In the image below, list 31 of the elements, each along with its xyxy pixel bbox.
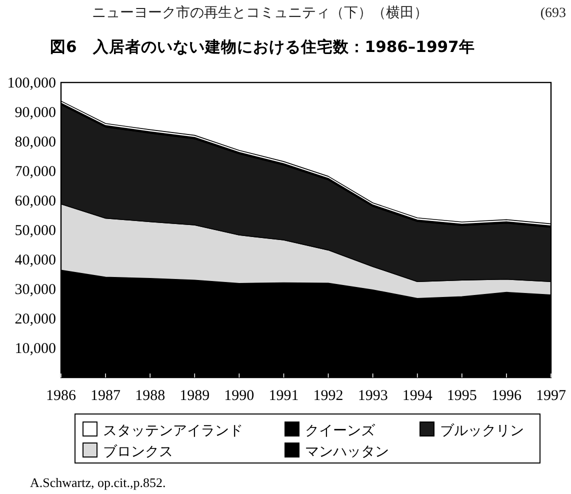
x-tick-label: 1986 <box>46 388 76 404</box>
y-tick-label: 40,000 <box>14 252 56 268</box>
y-tick-label: 100,000 <box>7 76 56 92</box>
x-tick-label: 1991 <box>268 388 299 404</box>
legend-label: マンハッタン <box>305 444 389 460</box>
y-tick-label: 10,000 <box>14 341 56 357</box>
text: ニューヨーク市の再生とコミュニティ（下）（横田） <box>92 5 428 21</box>
x-tick-label: 1988 <box>135 388 166 404</box>
x-tick-label: 1987 <box>90 388 122 404</box>
x-tick-label: 1994 <box>402 388 433 404</box>
text: (693 <box>540 6 566 21</box>
text: A.Schwartz, op.cit.,p.852. <box>30 475 166 490</box>
y-tick-label: 90,000 <box>14 105 56 121</box>
y-tick-label: 70,000 <box>14 164 56 180</box>
x-tick-label: 1989 <box>180 388 210 404</box>
x-tick-label: 1993 <box>358 388 388 404</box>
x-tick-label: 1990 <box>224 388 254 404</box>
y-tick-label: 60,000 <box>14 194 56 210</box>
y-tick-label: 80,000 <box>14 134 56 150</box>
x-tick-label: 1992 <box>313 388 344 404</box>
x-tick-label: 1996 <box>491 388 522 404</box>
x-tick-label: 1997 <box>536 388 566 404</box>
y-tick-label: 30,000 <box>14 282 56 298</box>
legend-label: ブルックリン <box>440 423 524 439</box>
legend-label: スタッテンアイランド <box>103 423 243 439</box>
legend-label: クイーンズ <box>305 423 376 439</box>
y-tick-label: 20,000 <box>14 312 56 328</box>
x-tick-label: 1995 <box>446 388 477 404</box>
y-tick-label: 50,000 <box>14 223 56 239</box>
chart-title: 図6 入居者のいない建物における住宅数：1986–1997年 <box>50 37 475 56</box>
legend-label: ブロンクス <box>103 444 173 460</box>
